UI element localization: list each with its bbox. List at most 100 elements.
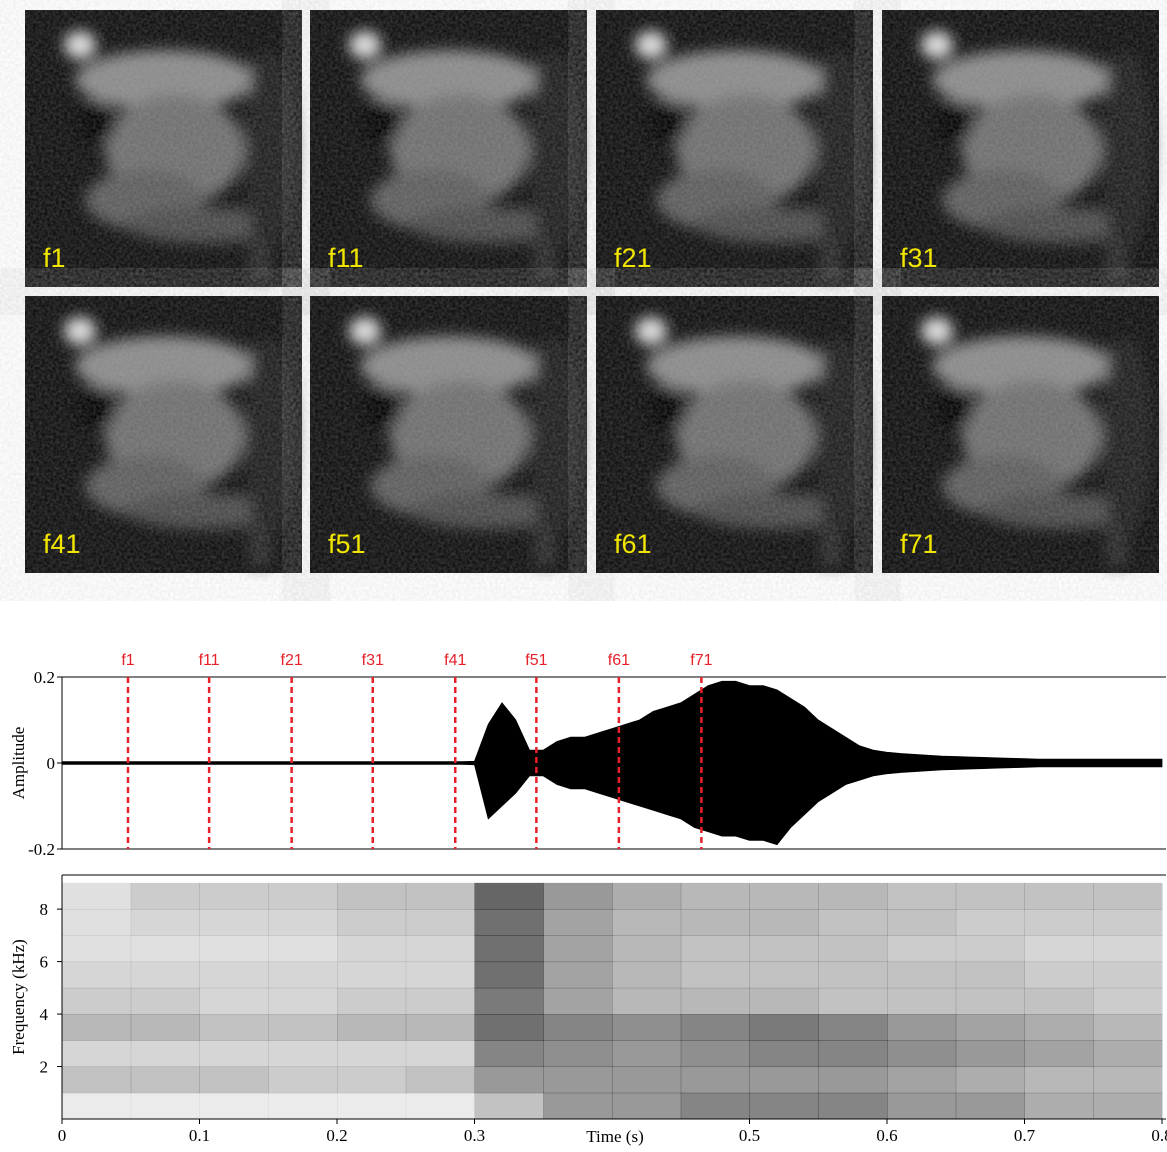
x-tick-label: 0: [58, 1126, 67, 1145]
spectrogram-cell: [62, 909, 132, 936]
spectrogram-cell: [680, 935, 750, 963]
spectrogram-cell: [199, 961, 269, 989]
spectrogram-cell: [130, 961, 200, 989]
spectrogram-cell: [955, 1040, 1025, 1068]
spectrogram-cell: [62, 1014, 132, 1041]
spectrogram-cell: [887, 961, 957, 989]
spectrogram-cell: [130, 1092, 200, 1120]
spectrogram-cell: [1024, 961, 1094, 989]
mri-label: f61: [614, 529, 652, 559]
spectrogram-cell: [62, 1092, 132, 1120]
y-tick-label: -0.2: [28, 840, 55, 859]
spectrogram-cell: [337, 1014, 407, 1041]
spectrogram-cell: [818, 1066, 888, 1094]
spectrogram-cell: [268, 1066, 338, 1094]
spectrogram-cell: [199, 987, 269, 1015]
frame-marker-label: f41: [444, 652, 466, 669]
spectrogram-cell: [1093, 1092, 1163, 1120]
waveform: [61, 680, 1163, 846]
spectrogram-cell: [199, 882, 269, 910]
spectrogram-cell: [1093, 1040, 1163, 1068]
spectrogram-cell: [337, 882, 407, 910]
spectrogram-cell: [1093, 961, 1163, 989]
x-tick-label: 0.1: [189, 1126, 210, 1145]
spectrogram-cell: [749, 1014, 819, 1041]
spectrogram-cell: [749, 1066, 819, 1094]
spectrogram-cell: [680, 1014, 750, 1041]
spectrogram-cell: [818, 935, 888, 963]
spectrogram-cell: [818, 961, 888, 989]
spectrogram-cell: [612, 961, 682, 989]
spectrogram-cell: [268, 909, 338, 936]
spectrogram-cell: [612, 1092, 682, 1120]
spectrogram-cell: [62, 882, 132, 910]
spectrogram-cell: [474, 909, 544, 936]
spectrogram-cell: [887, 909, 957, 936]
mri-frame: f21: [596, 10, 873, 287]
spectrogram-cell: [887, 987, 957, 1015]
spectrogram-cell: [680, 1040, 750, 1068]
spectrogram-cell: [405, 1066, 475, 1094]
spectrogram-cell: [1093, 1014, 1163, 1041]
spectrogram-cell: [474, 961, 544, 989]
spectrogram-cell: [955, 909, 1025, 936]
spectrogram-cell: [1093, 909, 1163, 936]
mri-frame: f31: [882, 10, 1159, 287]
spectrogram-cell: [543, 909, 613, 936]
spectrogram-cell: [62, 1040, 132, 1068]
spectrogram-cell: [199, 1066, 269, 1094]
mri-label: f71: [900, 529, 938, 559]
spectrogram-cell: [680, 1092, 750, 1120]
x-tick-label: 0.7: [1014, 1126, 1036, 1145]
spectrogram-cell: [474, 1014, 544, 1041]
spectrogram-cell: [130, 987, 200, 1015]
plots: -0.2 0 0.2 Amplitude f1 f11 f21 f31 f41 f51 f61 f71…: [9, 652, 1167, 1146]
spectrogram-cell: [887, 1040, 957, 1068]
frame-marker-label: f51: [525, 652, 547, 669]
spectrogram-cell: [268, 1040, 338, 1068]
y-axis-label: Frequency (kHz): [9, 939, 28, 1055]
spectrogram-cell: [337, 909, 407, 936]
spectrogram-cell: [543, 1092, 613, 1120]
spectrogram-cell: [680, 909, 750, 936]
spectrogram-cell: [337, 935, 407, 963]
spectrogram-cell: [130, 935, 200, 963]
spectrogram-cell: [955, 1066, 1025, 1094]
spectrogram-cell: [1093, 1066, 1163, 1094]
spectrogram-cell: [405, 882, 475, 910]
spectrogram-cell: [405, 1014, 475, 1041]
spectrogram-cell: [130, 909, 200, 936]
spectrogram-cell: [337, 1040, 407, 1068]
spectrogram-cell: [543, 882, 613, 910]
spectrogram-cell: [818, 987, 888, 1015]
spectrogram-cell: [1024, 935, 1094, 963]
spectrogram-cell: [680, 1066, 750, 1094]
spectrogram-cell: [612, 1014, 682, 1041]
frame-marker-label: f31: [362, 652, 384, 669]
spectrogram-cell: [955, 882, 1025, 910]
spectrogram-cell: [130, 1014, 200, 1041]
spectrogram-cell: [749, 1040, 819, 1068]
spectrogram-cell: [62, 987, 132, 1015]
x-tick-label: 0.2: [326, 1126, 347, 1145]
spectrogram-cell: [337, 987, 407, 1015]
spectrogram-cell: [1093, 987, 1163, 1015]
y-tick-label: 8: [40, 900, 49, 919]
spectrogram-cell: [887, 935, 957, 963]
spectrogram-cell: [405, 961, 475, 989]
spectrogram-cell: [680, 882, 750, 910]
spectrogram-cell: [955, 1092, 1025, 1120]
spectrogram-cell: [474, 1040, 544, 1068]
spectrogram-cell: [612, 909, 682, 936]
spectrogram-cell: [887, 1014, 957, 1041]
mri-frame: f61: [596, 296, 873, 573]
spectrogram-cell: [612, 882, 682, 910]
spectrogram-cell: [268, 882, 338, 910]
frame-marker-label: f71: [690, 652, 712, 669]
spectrogram-cell: [130, 1066, 200, 1094]
x-axis-label: Time (s): [586, 1127, 643, 1146]
spectrogram-cell: [818, 909, 888, 936]
y-tick-label: 2: [40, 1058, 49, 1077]
spectrogram-cell: [612, 1066, 682, 1094]
mri-label: f31: [900, 243, 938, 273]
